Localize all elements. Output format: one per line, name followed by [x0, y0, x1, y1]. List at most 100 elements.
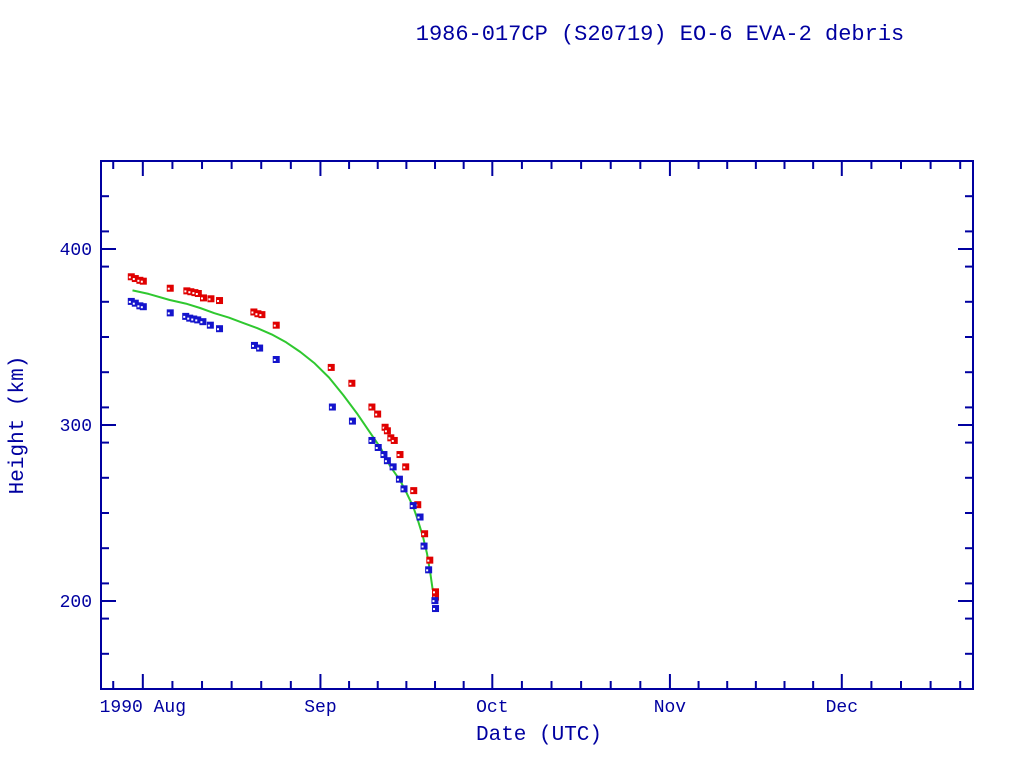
apogee-marker [432, 588, 440, 596]
perigee-marker [416, 513, 424, 521]
perigee-marker [374, 444, 382, 451]
apogee-marker [410, 487, 418, 495]
apogee-marker [421, 530, 429, 538]
perigee-marker [139, 303, 147, 311]
apogee-marker-center [217, 300, 220, 303]
perigee-marker-center [195, 319, 198, 322]
apogee-marker-center [188, 291, 191, 294]
perigee-marker-center [421, 545, 424, 548]
chart-title: 1986-017CP (S20719) EO-6 EVA-2 debris [416, 22, 904, 47]
perigee-marker-center [257, 347, 260, 350]
apogee-marker-center [140, 280, 143, 283]
perigee-marker [380, 451, 388, 459]
mean-height-line [132, 289, 434, 591]
apogee-marker [139, 277, 147, 285]
perigee-marker-center [433, 608, 436, 611]
perigee-marker [272, 356, 280, 363]
apogee-marker-center [167, 287, 170, 290]
x-tick-label: Sep [304, 698, 336, 718]
perigee-marker [190, 315, 198, 323]
apogee-marker [166, 284, 174, 292]
perigee-marker-center [217, 328, 220, 331]
perigee-marker [389, 463, 397, 471]
apogee-marker-center [195, 293, 198, 295]
apogee-marker-center [411, 490, 414, 493]
perigee-marker-center [432, 600, 435, 603]
perigee-marker [194, 316, 202, 324]
apogee-marker-center [184, 290, 187, 293]
perigee-marker [395, 475, 403, 483]
y-tick-label: 200 [60, 593, 92, 613]
apogee-marker-center [427, 559, 430, 562]
apogee-marker [250, 308, 258, 316]
perigee-marker-center [390, 466, 393, 469]
perigee-marker-center [384, 460, 387, 463]
perigee-marker [206, 321, 214, 329]
perigee-marker-center [349, 420, 352, 423]
perigee-marker-center [140, 306, 143, 309]
apogee-marker [426, 556, 434, 564]
apogee-marker [127, 273, 135, 281]
y-tick-label: 300 [60, 417, 92, 437]
apogee-marker-center [397, 454, 400, 457]
perigee-marker-center [396, 478, 399, 481]
perigee-marker-center [417, 516, 420, 519]
apogee-marker [414, 501, 422, 509]
apogee-marker-center [251, 311, 254, 314]
perigee-marker [186, 314, 194, 322]
perigee-marker-center [191, 318, 194, 321]
perigee-marker [409, 502, 417, 510]
apogee-marker-center [403, 466, 406, 469]
perigee-marker [400, 485, 408, 493]
apogee-marker-center [384, 430, 387, 433]
perigee-marker [425, 566, 433, 574]
apogee-marker-center [433, 591, 436, 594]
perigee-marker-center [137, 305, 140, 308]
plot-frame [100, 160, 974, 690]
apogee-marker-center [391, 439, 394, 442]
apogee-marker [390, 436, 398, 444]
apogee-marker-center [388, 437, 391, 440]
apogee-marker-center [137, 279, 140, 282]
perigee-marker-center [207, 324, 210, 327]
perigee-marker [131, 299, 139, 307]
apogee-marker [254, 310, 262, 318]
apogee-marker [183, 287, 191, 295]
apogee-marker-center [369, 406, 372, 409]
apogee-marker-center [259, 314, 262, 317]
apogee-marker [216, 297, 224, 305]
perigee-marker-center [329, 406, 332, 409]
apogee-marker-center [200, 297, 203, 300]
apogee-marker [381, 423, 389, 431]
apogee-marker [207, 295, 215, 303]
apogee-marker-center [255, 313, 258, 316]
perigee-marker-center [375, 447, 378, 449]
apogee-marker [402, 463, 410, 471]
perigee-marker [432, 605, 440, 613]
apogee-marker-center [349, 382, 352, 385]
perigee-marker [383, 457, 391, 465]
perigee-marker [431, 597, 439, 605]
perigee-marker [199, 318, 207, 326]
apogee-marker-center [422, 533, 425, 536]
x-tick-label: 1990 Aug [100, 698, 186, 718]
apogee-marker-center [328, 366, 331, 369]
x-tick-label: Nov [654, 698, 687, 718]
perigee-marker [420, 542, 428, 550]
apogee-marker-center [382, 426, 385, 429]
apogee-marker [194, 290, 202, 297]
perigee-marker-center [381, 454, 384, 457]
perigee-marker-center [369, 439, 372, 442]
apogee-marker [327, 363, 335, 371]
perigee-marker-center [132, 302, 135, 305]
apogee-marker [374, 410, 382, 418]
perigee-marker [328, 403, 336, 411]
apogee-marker-center [375, 413, 378, 416]
apogee-marker-center [132, 278, 135, 281]
apogee-marker [368, 403, 376, 411]
apogee-marker [187, 288, 195, 296]
perigee-marker [216, 325, 224, 333]
apogee-marker [131, 275, 139, 283]
perigee-marker-center [187, 317, 190, 320]
perigee-marker-center [401, 488, 404, 491]
